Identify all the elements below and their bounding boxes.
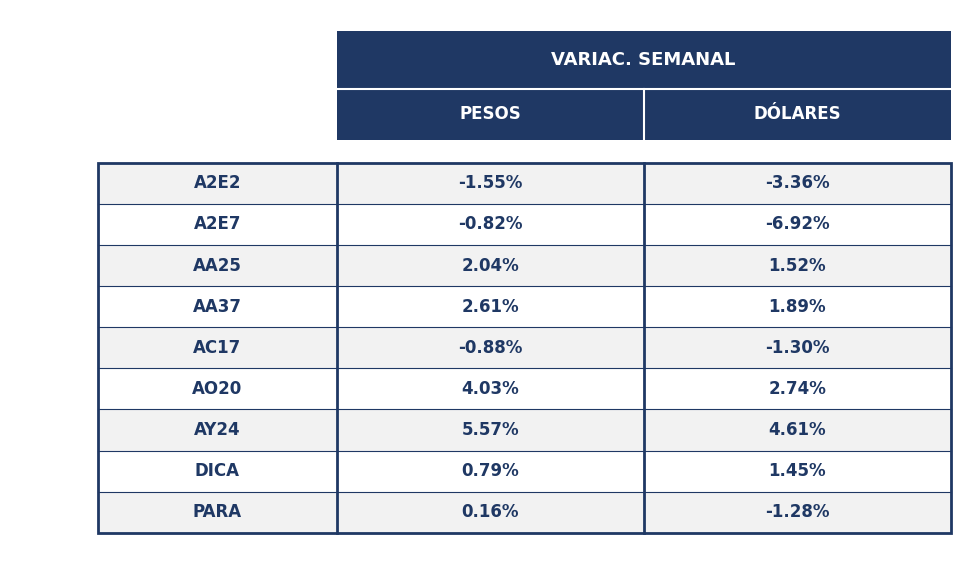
Text: AO20: AO20 (192, 380, 242, 398)
Text: A2E7: A2E7 (194, 215, 241, 234)
Bar (98, 204, 951, 245)
Text: 2.61%: 2.61% (462, 297, 519, 316)
Text: PESOS: PESOS (460, 105, 521, 123)
Text: PARA: PARA (193, 503, 242, 521)
Text: -1.30%: -1.30% (764, 339, 829, 357)
Text: 2.74%: 2.74% (768, 380, 826, 398)
Text: 0.79%: 0.79% (462, 462, 519, 480)
Bar (98, 451, 951, 492)
Text: 2.04%: 2.04% (462, 256, 519, 275)
Bar (98, 163, 951, 533)
Text: -1.55%: -1.55% (458, 174, 522, 192)
Bar (98, 163, 951, 204)
Bar (98, 245, 951, 286)
Bar (98, 286, 951, 327)
Text: 1.89%: 1.89% (768, 297, 826, 316)
Text: -3.36%: -3.36% (764, 174, 829, 192)
Bar (98, 368, 951, 409)
Bar (337, 89, 644, 140)
Text: 4.61%: 4.61% (768, 421, 826, 439)
Text: 0.16%: 0.16% (462, 503, 519, 521)
Bar (98, 409, 951, 451)
Text: VARIAC. SEMANAL: VARIAC. SEMANAL (552, 51, 736, 69)
Text: DICA: DICA (195, 462, 240, 480)
Text: -0.82%: -0.82% (458, 215, 522, 234)
Text: 1.52%: 1.52% (768, 256, 826, 275)
Text: 1.45%: 1.45% (768, 462, 826, 480)
Bar (337, 31, 951, 89)
Text: A2E2: A2E2 (194, 174, 241, 192)
Text: 5.57%: 5.57% (462, 421, 519, 439)
Text: -1.28%: -1.28% (764, 503, 829, 521)
Text: DÓLARES: DÓLARES (754, 105, 841, 123)
Text: AY24: AY24 (194, 421, 241, 439)
Text: -0.88%: -0.88% (458, 339, 522, 357)
Bar (98, 492, 951, 533)
Bar (644, 89, 951, 140)
Text: AC17: AC17 (193, 339, 241, 357)
Text: 4.03%: 4.03% (462, 380, 519, 398)
Text: -6.92%: -6.92% (764, 215, 829, 234)
Text: AA37: AA37 (193, 297, 242, 316)
Text: AA25: AA25 (193, 256, 242, 275)
Bar (98, 327, 951, 368)
